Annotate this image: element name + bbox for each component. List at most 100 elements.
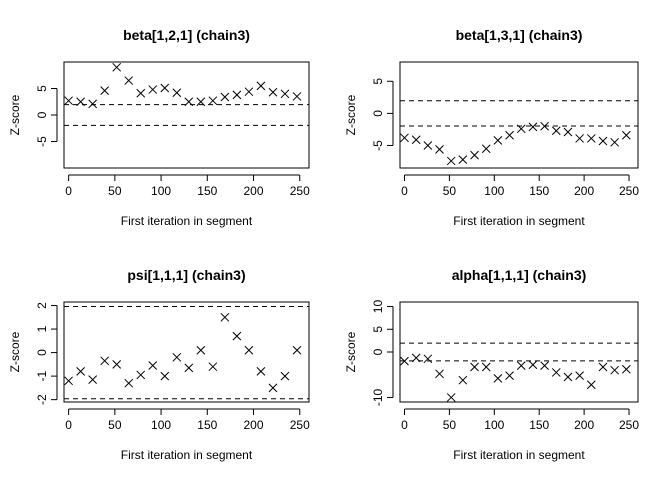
data-point — [64, 96, 73, 106]
data-point-stroke — [458, 155, 468, 165]
x-tick-label: 0 — [401, 418, 408, 432]
data-point — [563, 372, 573, 382]
data-point — [493, 374, 503, 383]
data-point — [411, 353, 421, 363]
data-point — [220, 92, 230, 102]
data-point — [196, 97, 206, 107]
data-point — [551, 368, 561, 377]
x-tick-label: 0 — [65, 418, 72, 432]
data-point — [458, 155, 468, 165]
data-point-stroke — [505, 130, 514, 140]
data-point — [540, 361, 549, 370]
x-tick-label: 150 — [529, 184, 549, 198]
data-point-stroke — [184, 363, 194, 373]
data-point-stroke — [563, 372, 573, 382]
plot-frame — [399, 61, 639, 169]
x-tick-label: 200 — [574, 184, 594, 198]
data-point-stroke — [196, 345, 206, 355]
data-point — [411, 135, 421, 145]
data-point-stroke — [458, 375, 468, 385]
data-point-stroke — [280, 89, 290, 99]
chart-panel-1: beta[1,2,1] (chain3) 0 50 100 150 200 250 -5 0 5 F… — [8, 27, 310, 228]
data-point-stroke — [148, 85, 158, 94]
data-point-stroke — [292, 92, 302, 101]
data-point-stroke — [280, 371, 290, 381]
data-point-stroke — [76, 97, 85, 107]
data-point — [621, 130, 631, 140]
data-point — [172, 88, 182, 98]
data-point — [540, 121, 549, 131]
data-point — [292, 345, 302, 355]
data-point-stroke — [423, 141, 433, 150]
data-point — [586, 380, 596, 390]
data-point-stroke — [268, 383, 278, 393]
data-point-stroke — [400, 133, 409, 143]
data-point-stroke — [423, 354, 433, 364]
data-point — [446, 156, 456, 166]
data-point — [516, 124, 526, 134]
data-point — [112, 62, 122, 72]
data-point — [481, 362, 491, 372]
x-tick-label: 0 — [65, 184, 72, 198]
chart-title: beta[1,2,1] (chain3) — [123, 27, 250, 43]
data-point — [100, 86, 110, 95]
data-point — [598, 362, 608, 372]
data-point — [598, 136, 608, 146]
data-point — [610, 137, 620, 147]
y-tick-label: 5 — [371, 326, 385, 333]
data-point — [458, 375, 468, 385]
data-point-stroke — [172, 352, 182, 362]
x-axis-label: First iteration in segment — [121, 214, 253, 228]
x-tick-label: 50 — [108, 184, 122, 198]
data-point — [244, 345, 254, 355]
y-tick-label: 5 — [35, 85, 49, 92]
data-point-stroke — [470, 150, 479, 160]
data-point — [292, 92, 302, 101]
data-point-stroke — [446, 156, 456, 166]
data-point-stroke — [528, 360, 538, 370]
y-tick-label: -10 — [371, 388, 385, 406]
data-point-stroke — [88, 375, 98, 385]
data-point — [148, 85, 158, 94]
data-point — [172, 352, 182, 362]
y-axis-label: Z-score — [8, 331, 22, 372]
x-tick-label: 0 — [401, 184, 408, 198]
data-point-stroke — [598, 362, 608, 372]
data-point — [136, 88, 146, 98]
data-point-stroke — [516, 124, 526, 134]
data-point — [100, 356, 110, 366]
data-point-stroke — [493, 136, 503, 145]
x-tick-label: 50 — [443, 418, 457, 432]
data-point-stroke — [446, 393, 456, 402]
data-point-stroke — [100, 356, 110, 366]
chart-title: psi[1,1,1] (chain3) — [127, 267, 245, 283]
data-point — [516, 361, 526, 370]
x-tick-label: 200 — [244, 184, 264, 198]
data-point-stroke — [124, 76, 134, 85]
data-point-stroke — [136, 88, 146, 98]
data-point — [256, 81, 266, 91]
x-axis-label: First iteration in segment — [453, 214, 585, 228]
data-point — [280, 89, 290, 99]
y-tick-label: 5 — [371, 78, 385, 85]
data-point — [268, 87, 278, 97]
y-tick-label: -5 — [371, 140, 385, 151]
data-point-stroke — [493, 374, 503, 383]
data-point-stroke — [232, 331, 242, 341]
data-point — [76, 97, 85, 107]
data-point — [148, 361, 158, 370]
x-tick-label: 150 — [197, 418, 217, 432]
data-point-stroke — [575, 371, 584, 380]
data-point — [528, 122, 538, 132]
data-point-stroke — [586, 380, 596, 390]
data-point — [435, 145, 444, 154]
data-point — [575, 371, 584, 380]
data-point — [88, 99, 98, 109]
data-point-stroke — [563, 127, 573, 137]
data-point-stroke — [64, 376, 73, 386]
data-point-stroke — [292, 345, 302, 355]
x-tick-label: 100 — [151, 418, 171, 432]
data-point-stroke — [575, 134, 584, 143]
data-point-stroke — [136, 370, 146, 380]
data-point — [184, 363, 194, 373]
